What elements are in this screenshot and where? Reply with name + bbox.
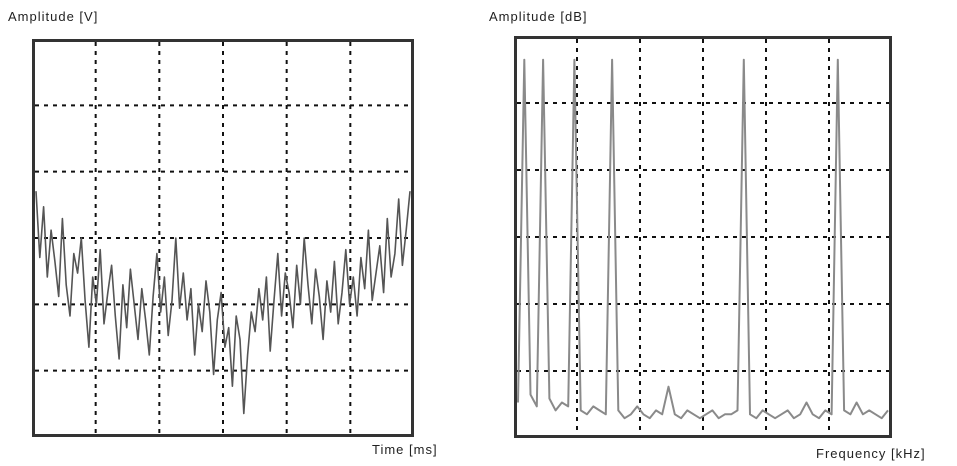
time-domain-plot xyxy=(32,39,414,437)
data-series-line xyxy=(517,58,889,420)
time-domain-chart xyxy=(32,39,414,437)
right-x-axis-label: Frequency [kHz] xyxy=(816,446,926,461)
left-x-axis-label: Time [ms] xyxy=(372,442,438,457)
frequency-domain-chart xyxy=(514,36,892,438)
left-y-axis-label: Amplitude [V] xyxy=(8,9,99,24)
frequency-domain-plot xyxy=(514,36,892,438)
right-y-axis-label: Amplitude [dB] xyxy=(489,9,588,24)
data-series-line xyxy=(35,191,411,415)
